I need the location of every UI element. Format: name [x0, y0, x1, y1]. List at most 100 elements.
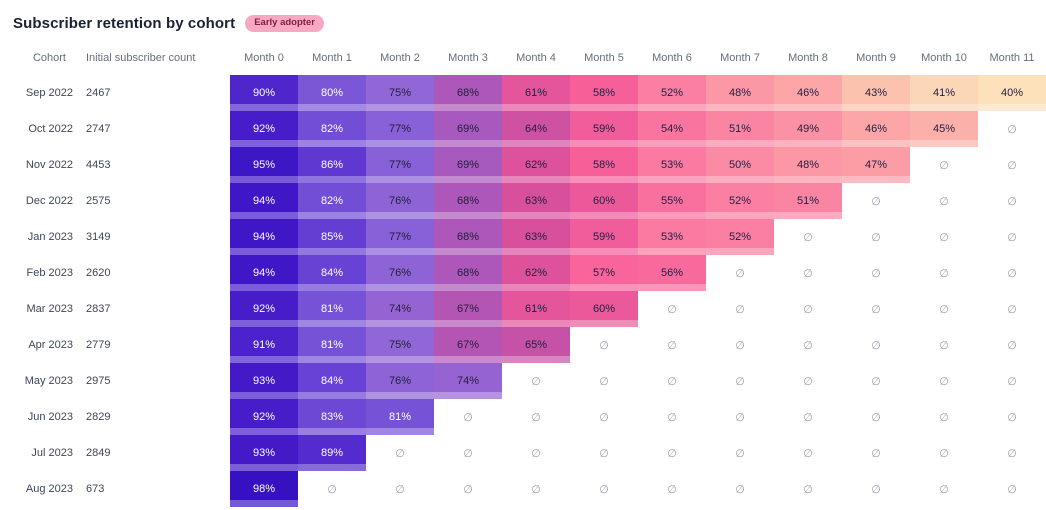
- retention-cell: 41%: [910, 75, 978, 111]
- month-column-header: Month 9: [856, 51, 896, 64]
- retention-cell: 63%: [502, 183, 570, 219]
- initial-count: 2575: [86, 195, 111, 207]
- retention-cell: 52%: [706, 219, 774, 255]
- initial-count: 3149: [86, 231, 111, 243]
- cohort-label: Aug 2023: [25, 483, 73, 495]
- cohort-label: Sep 2022: [25, 87, 73, 99]
- retention-cell-empty: ∅: [842, 219, 910, 255]
- retention-cell-empty: ∅: [842, 435, 910, 471]
- retention-cell-empty: ∅: [842, 363, 910, 399]
- retention-cell: 68%: [434, 75, 502, 111]
- retention-cell: 77%: [366, 219, 434, 255]
- retention-cell-empty: ∅: [842, 327, 910, 363]
- retention-cell: 86%: [298, 147, 366, 183]
- retention-cell-empty: ∅: [978, 291, 1046, 327]
- retention-cell: 45%: [910, 111, 978, 147]
- initial-count: 2779: [86, 339, 111, 351]
- retention-cell-empty: ∅: [774, 255, 842, 291]
- page-title: Subscriber retention by cohort: [13, 15, 236, 32]
- retention-cell: 93%: [230, 363, 298, 399]
- retention-cell: 60%: [570, 291, 638, 327]
- retention-cell-empty: ∅: [502, 471, 570, 507]
- month-column-header: Month 3: [448, 51, 488, 64]
- retention-cell: 76%: [366, 363, 434, 399]
- retention-cell: 94%: [230, 255, 298, 291]
- cohort-label: Oct 2022: [28, 123, 73, 135]
- retention-cell-empty: ∅: [978, 111, 1046, 147]
- retention-cell-empty: ∅: [502, 435, 570, 471]
- retention-cell-empty: ∅: [570, 435, 638, 471]
- retention-cell: 74%: [434, 363, 502, 399]
- retention-cell: 75%: [366, 75, 434, 111]
- retention-cell: 84%: [298, 255, 366, 291]
- cohort-label: Jul 2023: [31, 447, 73, 459]
- retention-cell: 63%: [502, 219, 570, 255]
- retention-cell-empty: ∅: [638, 363, 706, 399]
- retention-cell: 48%: [774, 147, 842, 183]
- initial-count: 2747: [86, 123, 111, 135]
- retention-cell: 82%: [298, 183, 366, 219]
- retention-cell: 50%: [706, 147, 774, 183]
- retention-cell-empty: ∅: [638, 327, 706, 363]
- cohort-label: Jan 2023: [27, 231, 73, 243]
- retention-cell: 54%: [638, 111, 706, 147]
- retention-cell: 64%: [502, 111, 570, 147]
- retention-cell-empty: ∅: [774, 363, 842, 399]
- retention-cell-empty: ∅: [910, 183, 978, 219]
- retention-cell: 93%: [230, 435, 298, 471]
- retention-cell-empty: ∅: [434, 471, 502, 507]
- retention-cell: 68%: [434, 183, 502, 219]
- retention-cell: 81%: [298, 327, 366, 363]
- retention-cell-empty: ∅: [434, 399, 502, 435]
- retention-cell-empty: ∅: [502, 363, 570, 399]
- retention-cell-empty: ∅: [774, 219, 842, 255]
- retention-cell: 52%: [638, 75, 706, 111]
- retention-cell-empty: ∅: [842, 471, 910, 507]
- retention-cell-empty: ∅: [910, 255, 978, 291]
- retention-cell: 76%: [366, 255, 434, 291]
- retention-cell-empty: ∅: [910, 147, 978, 183]
- retention-cell: 98%: [230, 471, 298, 507]
- retention-cell-empty: ∅: [978, 219, 1046, 255]
- month-column-header: Month 7: [720, 51, 760, 64]
- retention-cell: 69%: [434, 111, 502, 147]
- initial-count: 2829: [86, 411, 111, 423]
- retention-cell: 81%: [298, 291, 366, 327]
- cohort-label: May 2023: [24, 375, 73, 387]
- retention-cell-empty: ∅: [842, 255, 910, 291]
- retention-cell: 61%: [502, 75, 570, 111]
- initial-count: 2467: [86, 87, 111, 99]
- retention-cell-empty: ∅: [706, 471, 774, 507]
- retention-cell-empty: ∅: [570, 399, 638, 435]
- retention-cell: 51%: [774, 183, 842, 219]
- initial-count: 2837: [86, 303, 111, 315]
- retention-cell: 53%: [638, 147, 706, 183]
- retention-cell-empty: ∅: [366, 471, 434, 507]
- retention-cell: 94%: [230, 219, 298, 255]
- retention-cell: 58%: [570, 75, 638, 111]
- retention-cell-empty: ∅: [978, 255, 1046, 291]
- retention-cell: 59%: [570, 219, 638, 255]
- retention-cell: 62%: [502, 255, 570, 291]
- retention-cell-empty: ∅: [638, 291, 706, 327]
- retention-cell: 89%: [298, 435, 366, 471]
- retention-cell: 56%: [638, 255, 706, 291]
- retention-cell: 61%: [502, 291, 570, 327]
- month-column-header: Month 2: [380, 51, 420, 64]
- retention-cell-empty: ∅: [502, 399, 570, 435]
- count-column-header: Initial subscriber count: [86, 51, 196, 64]
- retention-cell: 92%: [230, 111, 298, 147]
- retention-cell: 92%: [230, 291, 298, 327]
- retention-cell: 46%: [842, 111, 910, 147]
- retention-cell-empty: ∅: [366, 435, 434, 471]
- retention-cell-empty: ∅: [706, 291, 774, 327]
- retention-cell-empty: ∅: [842, 291, 910, 327]
- month-column-header: Month 0: [244, 51, 284, 64]
- month-column-header: Month 10: [921, 51, 967, 64]
- retention-cell-empty: ∅: [910, 435, 978, 471]
- retention-cell-empty: ∅: [706, 435, 774, 471]
- retention-cell-empty: ∅: [910, 471, 978, 507]
- retention-cell: 81%: [366, 399, 434, 435]
- retention-cell: 74%: [366, 291, 434, 327]
